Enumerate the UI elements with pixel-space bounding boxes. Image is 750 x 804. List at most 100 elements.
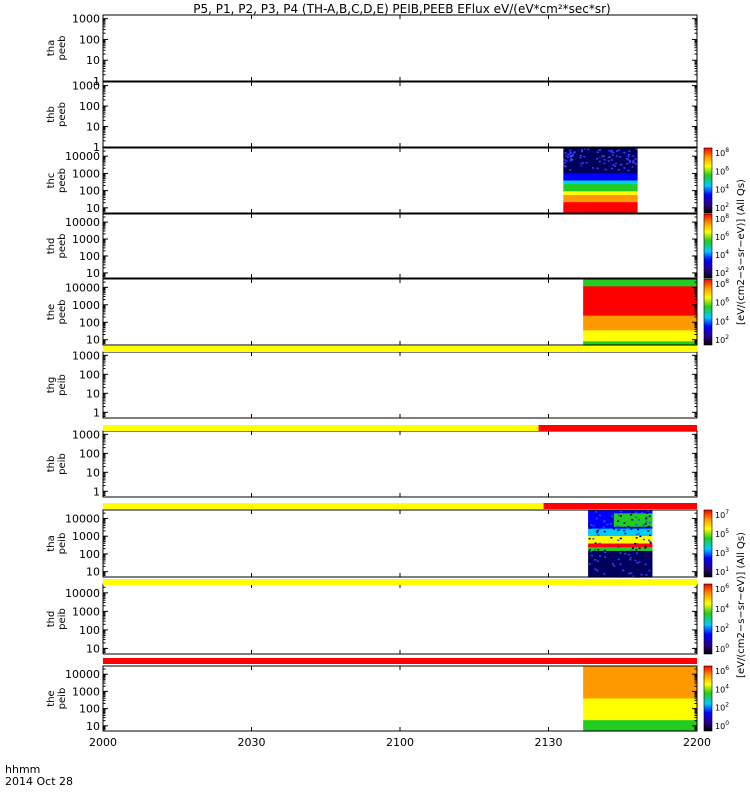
time-axis-label-bottom: 2014 Oct 28 (5, 775, 73, 788)
spectrogram-band (563, 173, 638, 178)
spectrogram-band (583, 326, 697, 331)
ytick-label: 100 (79, 316, 100, 329)
colorbar-tick-label: 102 (715, 334, 729, 345)
ytick-label: 1 (93, 406, 100, 419)
flag-bar (103, 658, 697, 664)
spectrogram-band (583, 666, 697, 671)
ytick-label: 100 (79, 447, 100, 460)
colorbars: 1081061041021081061041021081061041021071… (703, 147, 747, 732)
spectrogram-band (583, 709, 697, 714)
spectrogram-band (583, 680, 697, 685)
colorbar-tick-label: 108 (715, 278, 729, 289)
panel-the-peeb: 10 100 1000 10000 the peeb (46, 278, 698, 347)
spectrogram-band (588, 532, 653, 537)
ytick-label: 10 (86, 121, 100, 134)
ytick-label: 100 (79, 100, 100, 113)
colorbar-tick-label: 101 (715, 566, 729, 577)
panel-probe-label: thc (46, 173, 57, 189)
ytick-label: 100 (79, 703, 100, 716)
colorbar-thd-peeb: 108 106 104 102 (703, 213, 729, 279)
panel-product-label: peib (57, 608, 68, 630)
ytick-label: 1000 (72, 349, 100, 362)
spectrogram-band (583, 301, 697, 306)
panel-product-label: peib (57, 374, 68, 396)
time-tick-label: 2030 (238, 736, 266, 749)
spectrogram-band (588, 558, 653, 563)
colorbar-tick-label: 108 (715, 213, 729, 224)
spectrogram-band (588, 539, 653, 545)
flag-bar (103, 503, 697, 509)
flag-bar (103, 425, 697, 431)
spectrogram-band (588, 547, 653, 552)
colorbar-units-label: [eV/(cm2−s−sr−eV)] (All Qs) (736, 179, 747, 325)
ytick-label: 10 (86, 466, 100, 479)
colorbar-tick-label: 102 (715, 202, 729, 213)
spectrogram-band (588, 573, 653, 578)
panel-product-label: peeb (57, 102, 68, 127)
ytick-label: 10 (86, 720, 100, 733)
flag-segment (538, 425, 697, 431)
spectrogram-band (583, 282, 697, 287)
spectrogram-band (583, 676, 697, 682)
colorbar-tick-label: 107 (715, 509, 729, 520)
ytick-label: 100 (79, 624, 100, 637)
flag-bars (103, 346, 697, 664)
time-tick-label: 2000 (89, 736, 117, 749)
spectrogram-band (583, 341, 697, 346)
colorbar-tick-label: 106 (715, 583, 729, 594)
panel-product-label: peib (57, 453, 68, 475)
panel-tha-peeb: 1 10 100 1000 tha peeb (46, 13, 698, 88)
panel-probe-label: thg (46, 377, 57, 394)
ytick-label: 10 (86, 267, 100, 280)
colorbar-tick-label: 105 (715, 528, 729, 539)
panel-thg-peib: 1 10 100 1000 thg peib (46, 349, 698, 419)
time-tick-label: 2130 (535, 736, 563, 749)
colorbar-gradient (703, 583, 713, 655)
panel-thc-peeb: 10 100 1000 10000 thc peeb (46, 147, 698, 215)
spectrogram-band (583, 673, 697, 678)
spectrogram-band (563, 209, 638, 214)
ytick-label: 1000 (72, 605, 100, 618)
spectrogram-band (563, 187, 638, 192)
colorbar-tick-label: 106 (715, 297, 729, 308)
flag-bar (103, 346, 697, 352)
colorbar-tick-label: 106 (715, 165, 729, 176)
panel-product-label: peeb (57, 300, 68, 325)
spectrogram-band (588, 554, 653, 559)
panel-thd-peeb: 10 100 1000 10000 thd peeb (46, 213, 698, 280)
ytick-label: 10000 (65, 512, 100, 525)
spectrogram-band (583, 716, 697, 721)
spectrogram-band (583, 315, 697, 320)
panel-frame (102, 430, 698, 498)
ytick-label: 10 (86, 54, 100, 67)
spectrogram-data (583, 666, 697, 732)
spectrogram-band (583, 293, 697, 298)
flag-segment (103, 658, 697, 664)
spectrogram-band (588, 565, 653, 571)
time-axis: 2000 2030 2100 2130 2200 (89, 736, 711, 749)
spectrogram-band (583, 702, 697, 707)
panel-probe-label: thd (46, 611, 57, 628)
ytick-label: 10000 (65, 150, 100, 163)
panel-tha-peib: 10 100 1000 10000 tha peib (46, 509, 698, 579)
spectrogram-band (583, 698, 697, 703)
spectrogram-band (563, 198, 638, 203)
spectrogram-band (583, 323, 697, 328)
panel-frame (102, 14, 698, 82)
panel-probe-label: tha (46, 40, 57, 56)
spectrogram-band (588, 543, 653, 548)
panel-probe-label: the (46, 304, 57, 320)
spectrogram-band (563, 176, 638, 182)
colorbar-tick-label: 106 (715, 231, 729, 242)
panel-product-label: peeb (57, 36, 68, 61)
ytick-label: 10000 (65, 281, 100, 294)
spectrogram-band (583, 312, 697, 317)
panel-probe-label: thb (46, 106, 57, 123)
colorbar-units-label: [eV/(cm2−s−sr−eV)] (All Qs) (736, 532, 747, 678)
spectrogram-data (588, 510, 653, 578)
flag-segment (103, 346, 697, 352)
colorbar-tick-label: 104 (715, 184, 729, 195)
panel-probe-label: thb (46, 456, 57, 473)
spectrogram-band (563, 184, 638, 189)
